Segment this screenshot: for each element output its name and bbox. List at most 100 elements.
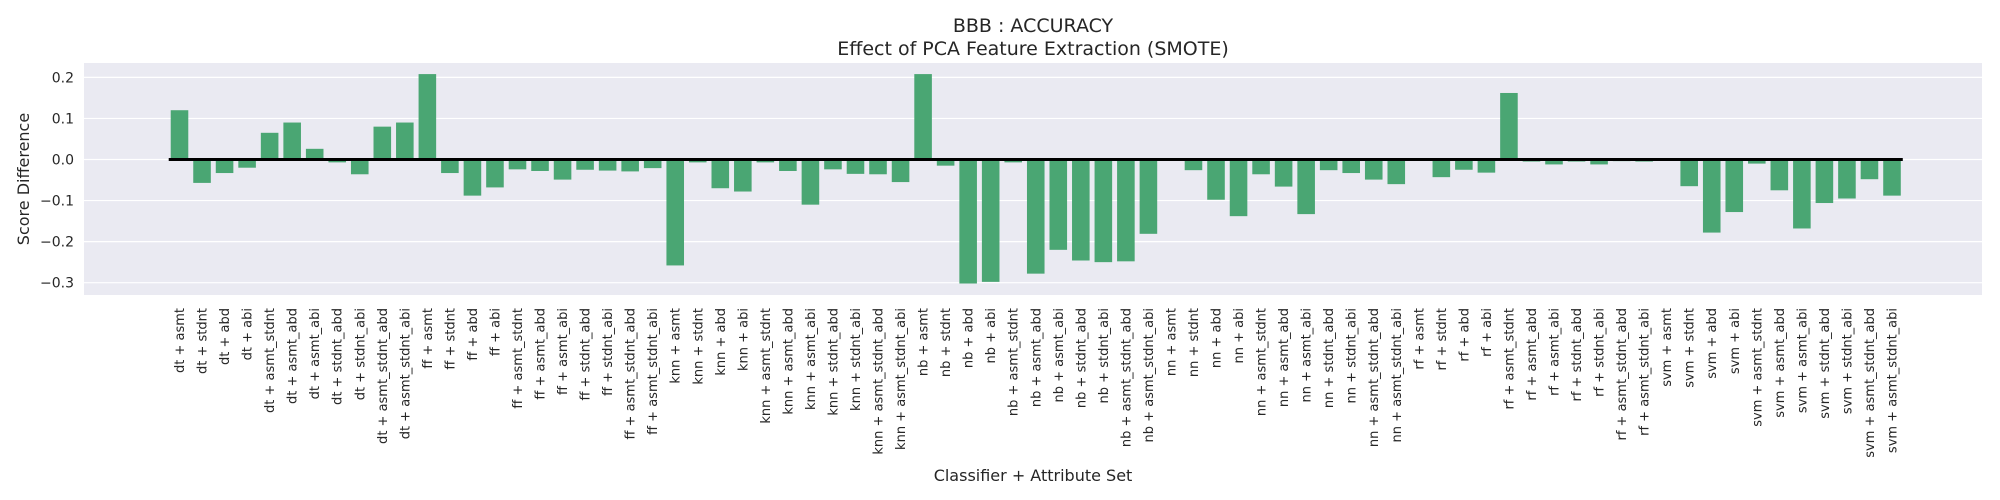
x-tick-label: nb + asmt_abi: [1052, 308, 1067, 402]
bar: [1229, 159, 1248, 217]
x-tick-label: nn + asmt_abi: [1300, 308, 1315, 402]
bar: [418, 74, 437, 160]
x-tick-label: rf + abd: [1457, 308, 1472, 362]
bar: [508, 159, 527, 170]
x-tick-label: svm + abi: [1728, 308, 1743, 374]
x-tick-label: knn + asmt_stdnt_abi: [894, 308, 909, 450]
bar: [283, 122, 301, 160]
y-tick-label: −0.3: [40, 276, 74, 292]
x-tick-label: knn + asmt_abd: [781, 308, 796, 415]
chart-title: BBB : ACCURACY: [953, 15, 1114, 37]
x-tick-label: nb + asmt: [917, 308, 932, 376]
bar: [1883, 159, 1901, 196]
x-tick-label: svm + asmt_stdnt_abi: [1886, 308, 1901, 453]
y-tick-label: −0.1: [40, 194, 74, 210]
x-tick-label: rf + asmt_stdnt: [1502, 308, 1517, 410]
bar: [486, 159, 504, 188]
x-tick-label: rf + asmt_stdnt_abi: [1638, 308, 1653, 436]
bar: [1342, 159, 1360, 174]
x-tick-label: rf + stdnt_abd: [1570, 308, 1585, 402]
bar: [1680, 159, 1698, 187]
x-tick-label: knn + asmt: [669, 308, 684, 384]
x-tick-label: ff + stdnt: [443, 308, 458, 370]
x-tick-label: dt + asmt_stdnt_abd: [376, 308, 391, 444]
bars: [170, 74, 1901, 284]
bar: [1793, 159, 1811, 229]
x-tick-label: dt + stdnt_abi: [353, 308, 368, 400]
bar: [1455, 159, 1473, 170]
bar: [260, 132, 279, 160]
y-axis-label: Score Difference: [14, 113, 33, 245]
bar: [350, 159, 369, 175]
x-tick-label: rf + asmt_abi: [1548, 308, 1563, 396]
x-tick-label: nb + abd: [962, 308, 977, 368]
bar: [1117, 159, 1135, 262]
x-tick-label: nn + asmt_abd: [1277, 308, 1292, 407]
bar: [1207, 159, 1225, 200]
bar: [1477, 159, 1496, 173]
x-tick-label: knn + asmt_stdnt: [759, 308, 774, 424]
bar: [1026, 159, 1045, 274]
bar: [1274, 159, 1293, 187]
x-tick-label: ff + abd: [466, 308, 481, 361]
bar: [1252, 159, 1270, 175]
x-tick-label: rf + asmt_stdnt_abd: [1615, 308, 1630, 441]
x-tick-label: nb + asmt_abd: [1029, 308, 1044, 407]
bar: [1139, 159, 1158, 234]
x-tick-label: ff + asmt_stdnt_abd: [624, 308, 639, 440]
x-tick-label: svm + asmt_abd: [1773, 308, 1788, 418]
bar: [1297, 159, 1315, 215]
x-tick-label: svm + abd: [1705, 308, 1720, 379]
bar: [711, 159, 730, 189]
x-tick-label: knn + asmt_abi: [804, 308, 819, 410]
bar: [463, 159, 482, 196]
x-tick-label: rf + asmt_abd: [1525, 308, 1540, 401]
bar: [441, 159, 459, 174]
bar: [1500, 92, 1518, 160]
bar: [981, 159, 1000, 282]
x-tick-label: nn + abi: [1232, 308, 1247, 363]
x-tick-label: nn + stdnt_abd: [1322, 308, 1337, 408]
x-tick-label: ff + asmt_abi: [556, 308, 571, 395]
bar: [170, 110, 189, 160]
bar: [193, 159, 211, 183]
bar: [576, 159, 594, 170]
bar: [801, 159, 820, 205]
x-tick-label: nb + abi: [984, 308, 999, 363]
bar: [373, 126, 392, 160]
x-tick-label: dt + asmt_abi: [308, 308, 323, 399]
x-tick-label: dt + stdnt: [196, 308, 211, 374]
x-axis: dt + asmt dt + stdnt dt + abd dt + abi dt + …: [173, 308, 1901, 458]
bar: [891, 159, 910, 183]
bar: [1725, 159, 1744, 213]
x-tick-label: svm + stdnt_abi: [1840, 308, 1855, 414]
x-tick-label: knn + stdnt: [691, 308, 706, 385]
bar: [643, 159, 662, 169]
bar: [531, 159, 549, 171]
bar: [1590, 159, 1608, 165]
x-tick-label: ff + stdnt_abd: [579, 308, 594, 401]
x-tick-label: knn + stdnt_abi: [849, 308, 864, 411]
x-tick-label: nn + abd: [1210, 308, 1225, 368]
y-tick-label: −0.2: [40, 235, 74, 251]
y-tick-label: 0.2: [52, 70, 74, 86]
bar: [824, 159, 842, 170]
x-tick-label: svm + asmt_stdnt: [1750, 308, 1765, 427]
x-tick-label: svm + asmt: [1660, 308, 1675, 387]
x-tick-label: knn + abi: [736, 308, 751, 371]
x-tick-label: nb + stdnt_abi: [1097, 308, 1112, 403]
bar: [598, 159, 617, 171]
bar: [1387, 159, 1406, 185]
x-tick-label: svm + stdnt: [1683, 308, 1698, 388]
bar: [914, 74, 932, 160]
bar: [1860, 159, 1879, 180]
x-tick-label: nb + asmt_stdnt_abi: [1142, 308, 1157, 442]
x-tick-label: ff + asmt_stdnt: [511, 308, 526, 409]
chart-subtitle: Effect of PCA Feature Extraction (SMOTE): [837, 38, 1229, 60]
bar: [1049, 159, 1068, 250]
bar: [1702, 159, 1721, 233]
bar: [1364, 159, 1383, 180]
x-tick-label: nn + asmt_stdnt_abd: [1367, 308, 1382, 447]
x-tick-label: rf + stdnt: [1435, 308, 1450, 371]
